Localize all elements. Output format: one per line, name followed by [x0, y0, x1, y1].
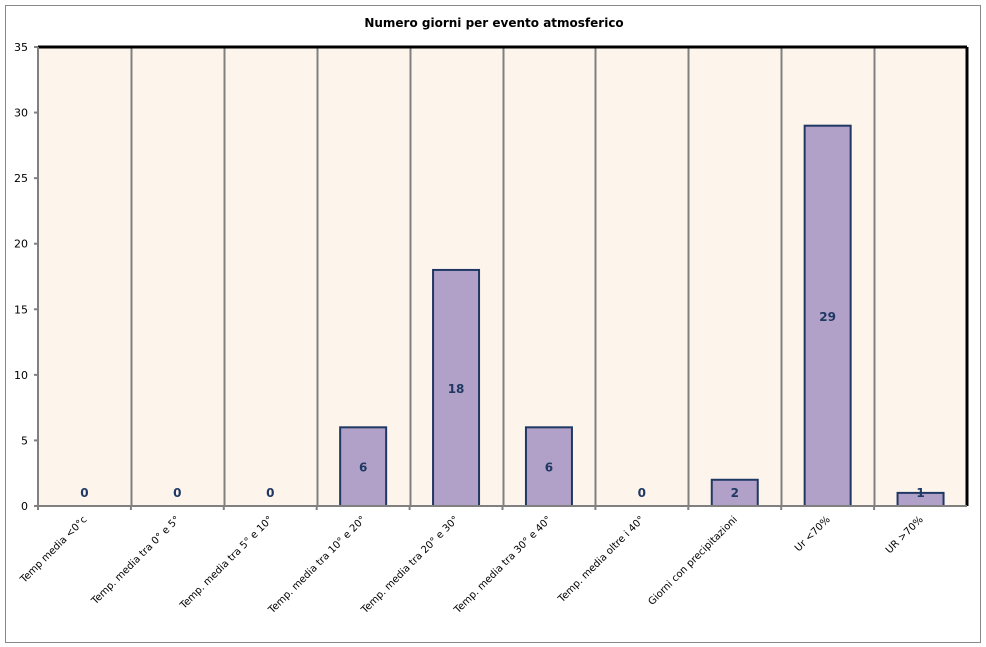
data-label: 0 [173, 486, 181, 500]
chart-frame [5, 5, 981, 643]
y-tick-label: 5 [21, 434, 28, 447]
data-label: 1 [916, 486, 924, 500]
y-tick-label: 15 [14, 303, 28, 316]
data-label: 29 [819, 310, 836, 324]
y-tick-label: 20 [14, 238, 28, 251]
data-label: 2 [731, 486, 739, 500]
x-tick-label: UR >70% [884, 514, 926, 556]
chart-title: Numero giorni per evento atmosferico [364, 16, 623, 30]
data-label: 0 [638, 486, 646, 500]
x-tick-label: Temp. media tra 20° e 30° [359, 514, 461, 616]
y-tick-label: 25 [14, 172, 28, 185]
x-tick-label: Temp. media tra 5° e 10° [178, 514, 276, 612]
y-tick-label: 0 [21, 500, 28, 513]
data-label: 6 [359, 461, 367, 475]
x-tick-label: Temp. media oltre i 40° [556, 514, 647, 605]
data-label: 0 [266, 486, 274, 500]
y-tick-label: 10 [14, 369, 28, 382]
y-tick-label: 35 [14, 41, 28, 54]
data-label: 0 [80, 486, 88, 500]
x-tick-label: Giorni con precipitazioni [646, 514, 739, 607]
data-label: 6 [545, 461, 553, 475]
x-tick-label: Temp. media tra 10° e 20° [266, 514, 368, 616]
x-tick-label: Ur <70% [793, 514, 833, 554]
data-label: 18 [448, 382, 465, 396]
x-tick-label: Temp. media tra 0° e 5° [89, 514, 182, 607]
x-tick-label: Temp media <0°c [18, 514, 90, 586]
x-tick-label: Temp. media tra 30° e 40° [452, 514, 554, 616]
y-tick-label: 30 [14, 107, 28, 120]
